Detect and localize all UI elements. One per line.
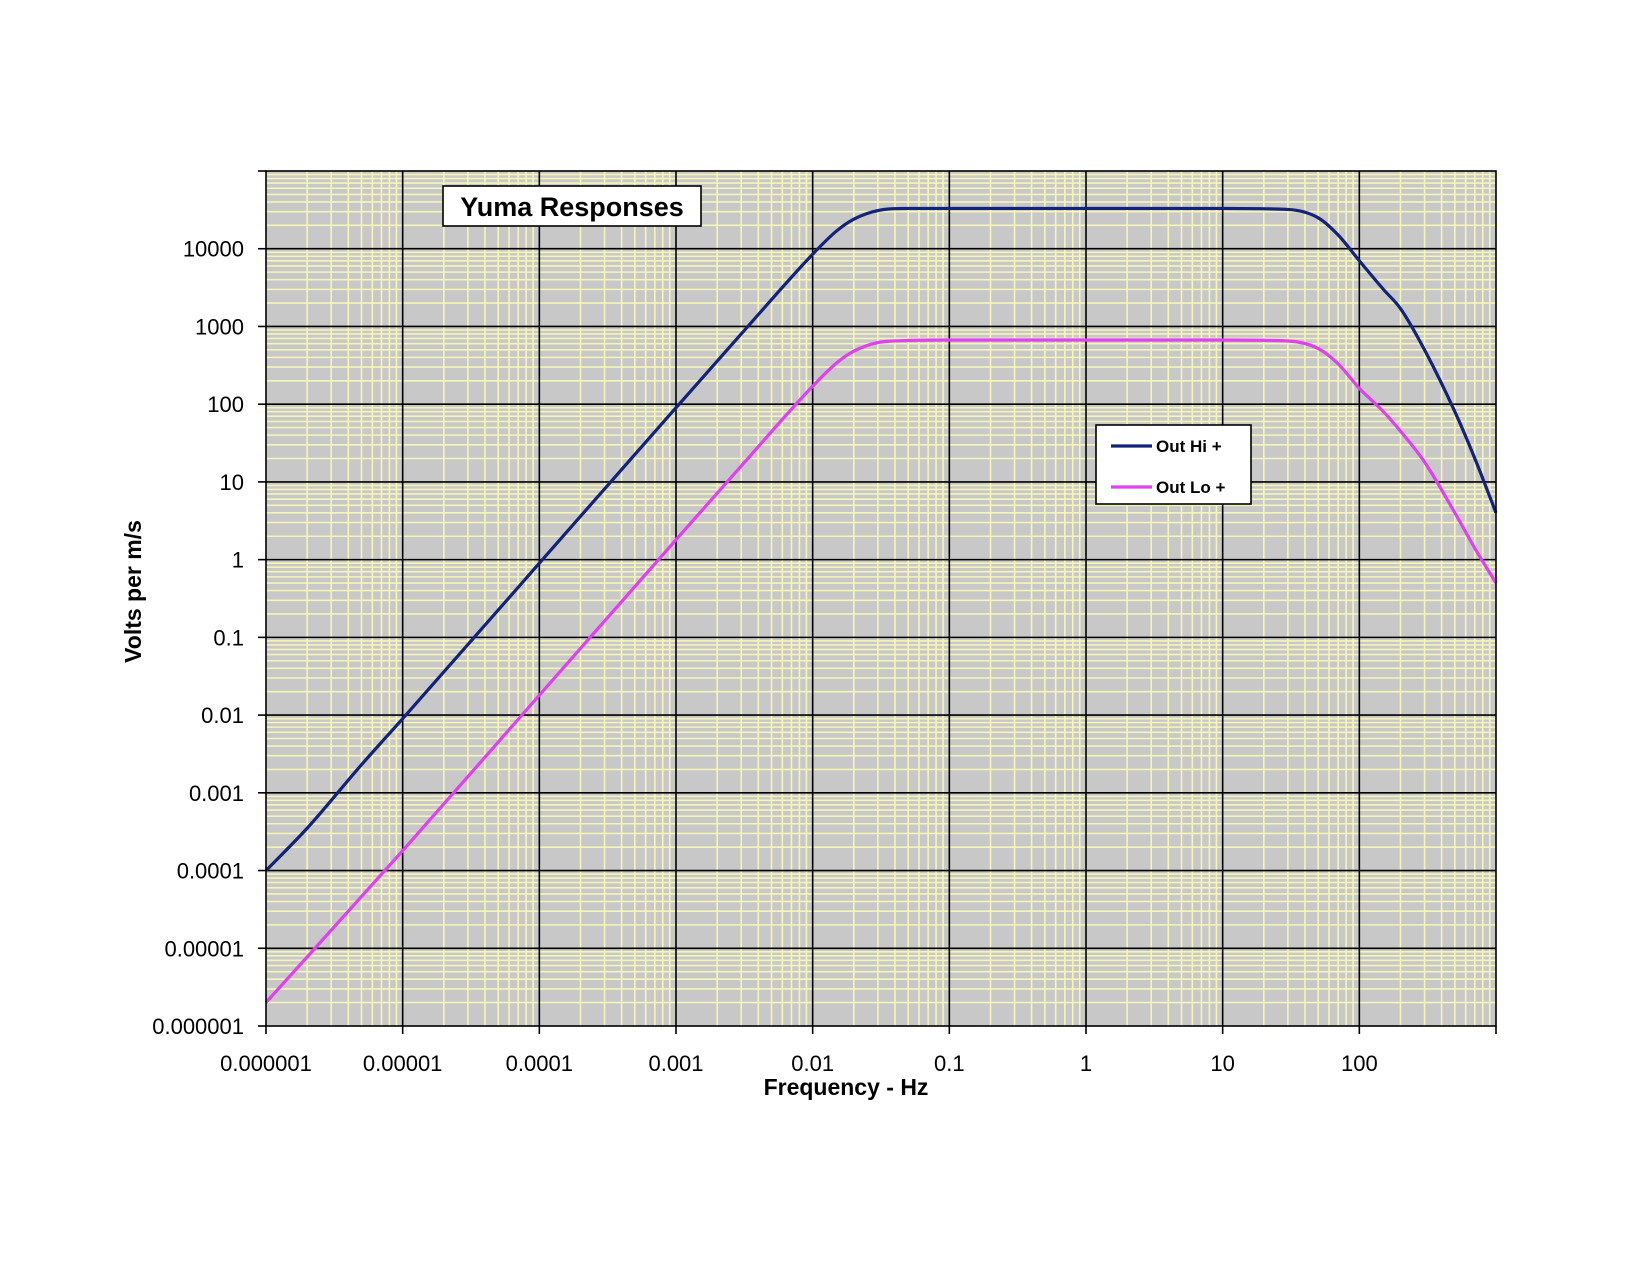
plot-area [266,171,1496,1026]
x-tick-label: 0.0001 [506,1051,573,1076]
y-tick-label: 1000 [195,314,244,339]
x-axis-title: Frequency - Hz [764,1074,929,1100]
x-tick-label: 0.000001 [220,1051,312,1076]
legend-entries: Out Hi + Out Lo + [1111,437,1225,497]
y-tick-label: 10000 [183,237,244,262]
plot-border [265,170,1497,1027]
y-tick-label: 1 [232,548,244,573]
y-tick-label: 0.000001 [152,1014,244,1039]
y-tick-labels: 0.000001 0.00001 0.0001 0.001 0.01 0.1 1 10 100 1… [152,237,244,1039]
legend-label-0: Out Hi + [1156,437,1222,456]
y-axis-title: Volts per m/s [120,520,146,663]
y-tick-label: 0.1 [213,625,244,650]
chart-title-box: Yuma Responses [442,185,702,227]
chart-title-frame [442,185,702,227]
legend-label-1: Out Lo + [1156,478,1225,497]
series-line-1 [264,338,1498,1004]
x-tick-label: 0.1 [934,1051,965,1076]
chart-title: Yuma Responses [460,192,684,222]
y-tick-label: 10 [220,470,244,495]
axis-ticks [258,170,1497,1034]
legend: Out Hi + Out Lo + [1095,424,1252,505]
y-tick-label: 0.00001 [164,936,244,961]
x-tick-label: 0.001 [648,1051,703,1076]
legend-frame [1095,424,1252,505]
x-tick-label: 0.01 [791,1051,834,1076]
series-line-0 [264,206,1498,872]
x-tick-label: 1 [1080,1051,1092,1076]
x-tick-label: 10 [1210,1051,1234,1076]
y-tick-label: 0.001 [189,781,244,806]
y-tick-label: 100 [207,392,244,417]
x-tick-label: 0.00001 [363,1051,443,1076]
y-tick-label: 0.0001 [177,859,244,884]
y-tick-label: 0.01 [201,703,244,728]
x-tick-label: 100 [1341,1051,1378,1076]
major-grid [266,171,1496,1026]
x-tick-labels: 0.000001 0.00001 0.0001 0.001 0.01 0.1 1 10 100 [220,1051,1378,1076]
series-layer [264,206,1498,1004]
